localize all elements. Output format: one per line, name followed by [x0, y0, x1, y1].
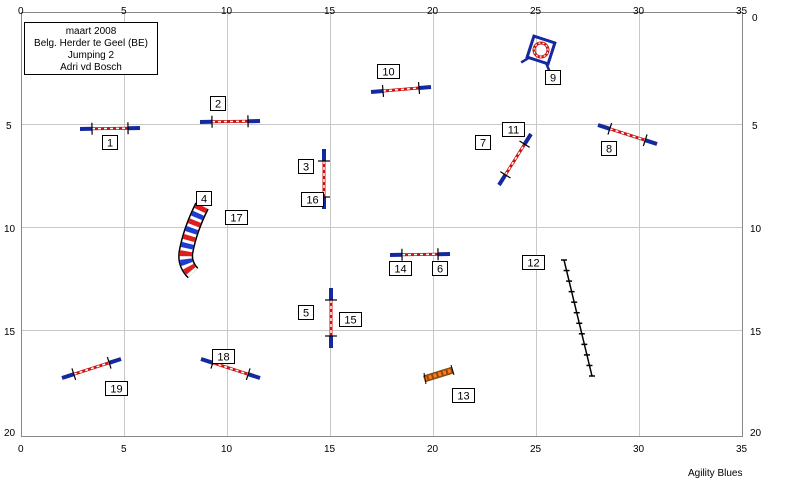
obstacle-number-17: 17: [225, 210, 248, 225]
right-tick-15: 15: [750, 327, 762, 338]
right-tick-10: 10: [750, 224, 762, 235]
left-tick-15: 15: [4, 327, 16, 338]
svg-text:3: 3: [303, 162, 309, 174]
svg-text:14: 14: [394, 264, 406, 276]
bottom-tick-25: 25: [530, 444, 542, 455]
jump-8: [597, 122, 658, 147]
jump-18: [200, 356, 261, 381]
svg-text:5: 5: [303, 308, 309, 320]
svg-text:17: 17: [230, 213, 242, 225]
svg-text:16: 16: [306, 195, 318, 207]
obstacle-number-19: 19: [105, 381, 128, 396]
obstacle-number-11: 11: [502, 122, 525, 137]
top-tick-15: 15: [324, 6, 336, 17]
jump-19: [61, 356, 122, 381]
top-tick-35: 35: [736, 6, 748, 17]
long-jump-13: [422, 364, 455, 385]
field-border: [21, 12, 743, 437]
tunnel-4-17: [178, 202, 209, 279]
obstacle-number-13: 13: [452, 388, 475, 403]
obstacle-number-4: 4: [196, 191, 212, 206]
jump-1: [79, 122, 141, 135]
obstacle-number-18: 18: [212, 349, 235, 364]
jump-6-14: [389, 248, 451, 261]
bottom-axis: 0 5 10 15 20 25 30 35: [18, 444, 748, 455]
svg-text:7: 7: [480, 138, 486, 150]
obstacle-number-6: 6: [432, 261, 448, 276]
obstacle-number-9: 9: [545, 70, 561, 85]
svg-text:19: 19: [110, 384, 122, 396]
svg-text:10: 10: [382, 67, 394, 79]
svg-text:6: 6: [437, 264, 443, 276]
bottom-tick-20: 20: [427, 444, 439, 455]
obstacle-number-8: 8: [601, 141, 617, 156]
svg-text:9: 9: [550, 73, 556, 85]
svg-text:4: 4: [201, 194, 207, 206]
left-tick-5: 5: [6, 121, 12, 132]
right-axis: 0 5 10 15 20: [750, 13, 762, 439]
bottom-tick-35: 35: [736, 444, 748, 455]
svg-text:15: 15: [344, 315, 356, 327]
grid: [21, 12, 742, 437]
right-tick-20: 20: [750, 428, 762, 439]
obstacle-number-7: 7: [475, 135, 491, 150]
weave-12: [561, 259, 595, 377]
obstacles: [61, 34, 658, 385]
bottom-tick-15: 15: [324, 444, 336, 455]
svg-text:1: 1: [107, 138, 113, 150]
top-tick-30: 30: [633, 6, 645, 17]
jump-7-11: [497, 132, 533, 187]
bottom-tick-0: 0: [18, 444, 24, 455]
right-tick-5: 5: [752, 121, 758, 132]
svg-text:11: 11: [508, 125, 519, 137]
jump-10: [370, 81, 432, 98]
top-tick-25: 25: [530, 6, 542, 17]
credit-text: Agility Blues: [688, 468, 742, 478]
top-tick-5: 5: [121, 6, 127, 17]
obstacle-number-1: 1: [102, 135, 118, 150]
info-judge: Adri vd Bosch: [60, 62, 122, 73]
svg-text:13: 13: [457, 391, 469, 403]
info-course: Jumping 2: [68, 50, 115, 61]
top-axis: 0 5 10 15 20 25 30 35: [18, 6, 748, 17]
bottom-tick-10: 10: [221, 444, 233, 455]
top-tick-20: 20: [427, 6, 439, 17]
obstacle-number-10: 10: [377, 64, 400, 79]
tyre-9: [520, 34, 557, 73]
bottom-tick-5: 5: [121, 444, 127, 455]
obstacle-number-12: 12: [522, 255, 545, 270]
svg-text:2: 2: [215, 99, 221, 111]
svg-text:12: 12: [527, 258, 539, 270]
obstacle-number-5: 5: [298, 305, 314, 320]
top-tick-0: 0: [18, 6, 24, 17]
obstacle-number-15: 15: [339, 312, 362, 327]
obstacle-number-16: 16: [301, 192, 324, 207]
top-tick-10: 10: [221, 6, 233, 17]
svg-text:8: 8: [606, 144, 612, 156]
info-location: Belg. Herder te Geel (BE): [34, 38, 148, 49]
info-date: maart 2008: [66, 26, 117, 37]
left-tick-10: 10: [4, 224, 16, 235]
jump-2: [199, 115, 261, 128]
obstacle-number-3: 3: [298, 159, 314, 174]
jump-5-15: [325, 288, 337, 348]
obstacle-number-2: 2: [210, 96, 226, 111]
left-axis: 5 10 15 20: [4, 121, 16, 439]
svg-text:18: 18: [217, 352, 229, 364]
right-tick-0: 0: [752, 13, 758, 24]
obstacle-number-14: 14: [389, 261, 412, 276]
course-info-box: maart 2008 Belg. Herder te Geel (BE) Jum…: [24, 22, 158, 75]
left-tick-20: 20: [4, 428, 16, 439]
bottom-tick-30: 30: [633, 444, 645, 455]
